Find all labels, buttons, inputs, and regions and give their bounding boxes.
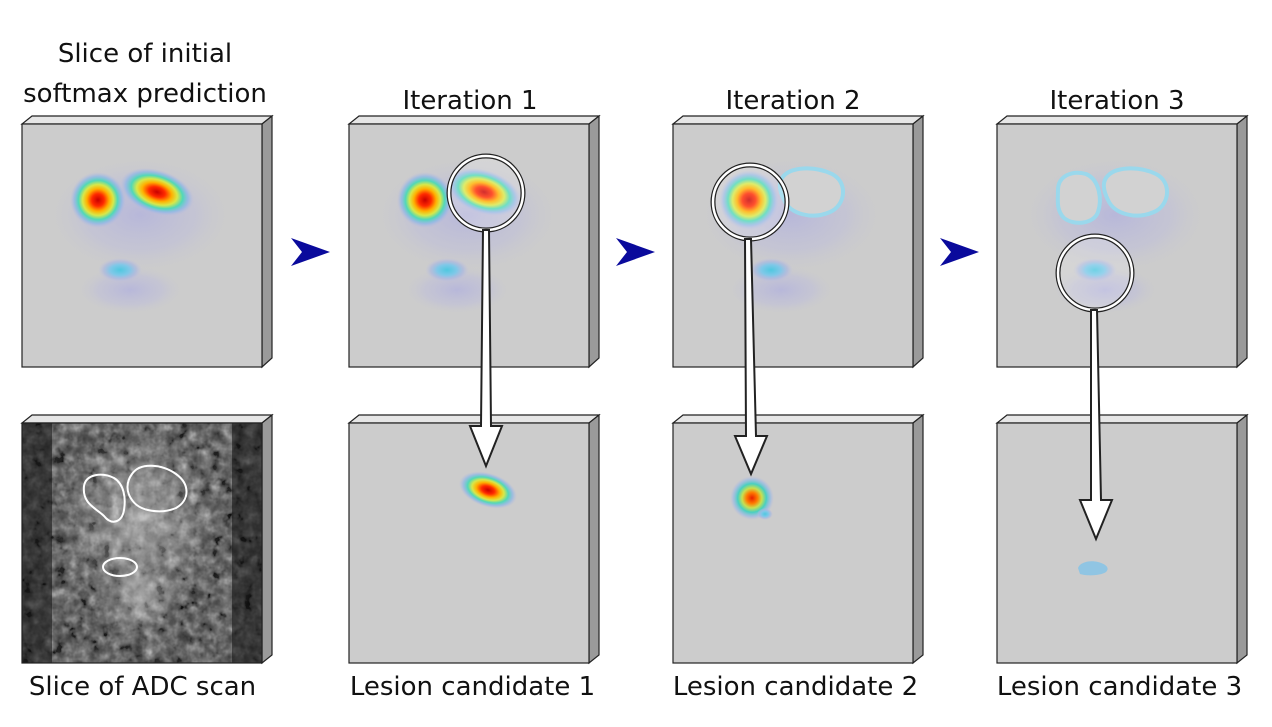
- iteration-2-title: Iteration 2: [725, 86, 861, 116]
- adc-caption: Slice of ADC scan: [28, 672, 257, 702]
- panel-iteration-3: [995, 114, 1249, 369]
- extract-arrow-3: [1078, 309, 1114, 542]
- flow-arrow-2: [616, 238, 655, 266]
- flow-arrow-1: [291, 238, 330, 266]
- panel-adc-scan: [20, 413, 274, 665]
- candidate-3-caption: Lesion candidate 3: [996, 672, 1243, 702]
- flow-arrow-3: [940, 238, 979, 266]
- panel-initial-prediction: [20, 114, 274, 369]
- panel-iteration-1: [347, 114, 601, 369]
- iteration-3-title: Iteration 3: [1049, 86, 1185, 116]
- iteration-1-title: Iteration 1: [402, 86, 538, 116]
- initial-title-line1: Slice of initial: [57, 39, 233, 69]
- panel-candidate-3: [995, 413, 1249, 665]
- candidate-2-caption: Lesion candidate 2: [672, 672, 919, 702]
- panel-iteration-2: [671, 114, 925, 369]
- extract-arrow-2: [733, 238, 769, 477]
- panel-candidate-2: [671, 413, 925, 665]
- initial-title: Slice of initial softmax prediction: [20, 34, 270, 114]
- panel-candidate-1: [347, 413, 601, 665]
- initial-title-line2: softmax prediction: [23, 79, 267, 109]
- candidate-1-caption: Lesion candidate 1: [349, 672, 596, 702]
- extract-arrow-1: [468, 229, 504, 469]
